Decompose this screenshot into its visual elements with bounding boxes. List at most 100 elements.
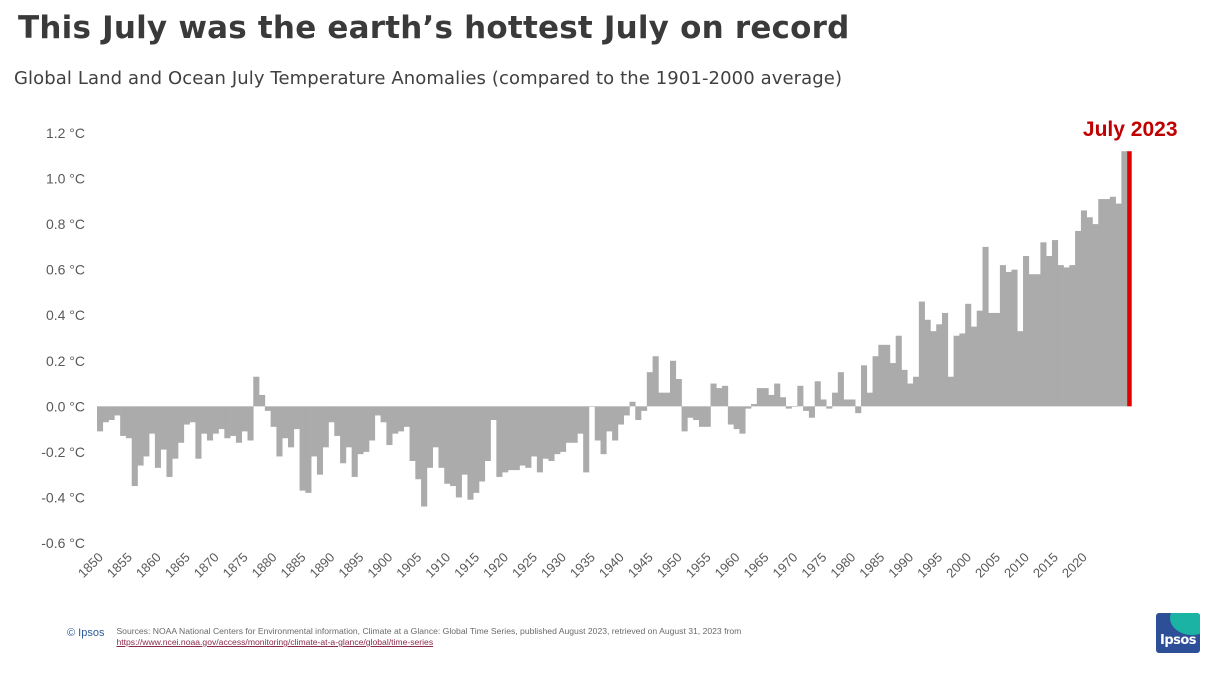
bar (687, 406, 694, 418)
bar (860, 365, 868, 407)
bar (756, 388, 763, 407)
bar (791, 406, 798, 407)
bar (1005, 271, 1012, 407)
bar (832, 392, 839, 407)
bar (224, 406, 231, 439)
bar (1115, 203, 1122, 407)
x-tick-label: 1915 (451, 550, 482, 581)
bar (884, 344, 891, 407)
bar (183, 406, 190, 425)
bar (519, 406, 526, 466)
bar (942, 312, 949, 407)
bar (959, 333, 966, 407)
bar (426, 406, 433, 468)
bar (97, 406, 104, 432)
bar (855, 406, 862, 414)
y-tick-label: 0.8 °C (46, 216, 85, 232)
bar (698, 406, 706, 427)
x-tick-label: 1925 (509, 550, 540, 581)
bar (722, 385, 729, 407)
bar (461, 406, 468, 475)
bar (276, 406, 283, 457)
bar (554, 406, 561, 455)
bar (432, 406, 439, 448)
y-tick-label: -0.6 °C (41, 535, 85, 551)
bar (843, 399, 850, 407)
bar (322, 406, 329, 448)
x-tick-label: 1920 (480, 550, 511, 581)
bar (745, 406, 752, 409)
bar (415, 406, 422, 480)
bar (235, 406, 242, 443)
bar (108, 406, 115, 420)
bar (774, 383, 781, 407)
bar (351, 406, 358, 477)
bar (907, 383, 914, 407)
bar (455, 406, 462, 498)
bar (930, 331, 937, 407)
x-tick-label: 1985 (856, 550, 887, 581)
x-tick-label: 1945 (625, 550, 656, 581)
bar (311, 406, 318, 457)
bar (606, 406, 613, 432)
bar (195, 406, 202, 459)
bar (536, 406, 543, 473)
bar (1051, 240, 1059, 407)
bar (496, 406, 503, 477)
x-tick-label: 1995 (914, 550, 945, 581)
bar (878, 344, 885, 407)
bar (837, 372, 844, 407)
highlight-group: July 2023 (1083, 118, 1178, 407)
x-tick-label: 1870 (191, 550, 222, 581)
bar (965, 303, 972, 407)
bar (1063, 267, 1070, 407)
bar (397, 406, 405, 432)
bar (467, 406, 474, 500)
bar (571, 406, 578, 443)
bar (693, 406, 700, 420)
bar (369, 406, 376, 441)
sources-link[interactable]: https://www.ncei.noaa.gov/access/monitor… (116, 637, 434, 647)
bar (936, 324, 943, 407)
bar (953, 335, 960, 407)
x-tick-label: 1955 (683, 550, 714, 581)
bar (154, 406, 161, 468)
bar (918, 301, 925, 407)
bar (125, 406, 133, 439)
bar (259, 394, 266, 407)
bar (1028, 274, 1035, 407)
bar (363, 406, 370, 452)
bar (739, 406, 746, 434)
bar (768, 394, 775, 407)
bar (253, 376, 260, 407)
bar (340, 406, 347, 464)
bar (473, 406, 480, 493)
bar (484, 406, 491, 461)
bar (345, 406, 352, 448)
bar (976, 310, 983, 407)
x-tick-label: 1865 (162, 550, 193, 581)
bar (733, 406, 740, 430)
x-tick-label: 1965 (741, 550, 772, 581)
x-tick-label: 1940 (596, 550, 627, 581)
x-tick-label: 1960 (712, 550, 743, 581)
x-tick-label: 1935 (567, 550, 598, 581)
bar (178, 406, 185, 443)
bar (629, 401, 636, 407)
x-tick-label: 1950 (654, 550, 685, 581)
bar (970, 326, 978, 407)
bar (982, 246, 989, 407)
bar (444, 406, 451, 484)
chart-subtitle: Global Land and Ocean July Temperature A… (14, 68, 843, 89)
bar (751, 404, 758, 407)
y-tick-label: 1.2 °C (46, 125, 85, 141)
bar (704, 406, 711, 427)
bar (1023, 256, 1030, 407)
bar (652, 356, 659, 407)
bar (1075, 230, 1082, 407)
x-tick-label: 2015 (1030, 550, 1061, 581)
x-tick-label: 1975 (798, 550, 829, 581)
bar (646, 372, 653, 407)
bar (849, 399, 856, 407)
footer: © Ipsos Sources: NOAA National Centers f… (67, 626, 741, 648)
